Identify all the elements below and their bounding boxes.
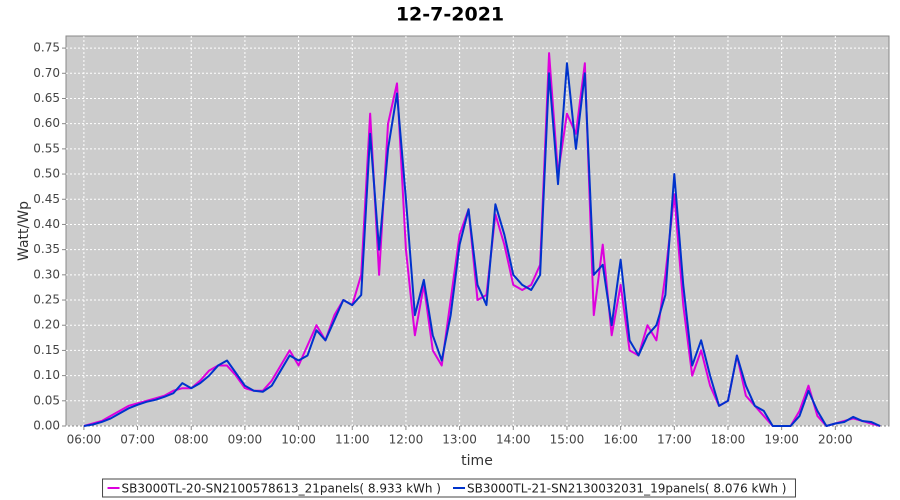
x-tick-label: 06:00: [67, 433, 102, 447]
x-tick-label: 11:00: [335, 433, 370, 447]
y-tick-label: 0.45: [33, 192, 60, 206]
x-tick-label: 14:00: [496, 433, 531, 447]
x-tick-label: 12:00: [389, 433, 424, 447]
y-tick-label: 0.25: [33, 293, 60, 307]
chart-title: 12-7-2021: [396, 4, 504, 26]
x-axis-label: time: [461, 453, 493, 469]
x-tick-label: 18:00: [711, 433, 746, 447]
y-tick-label: 0.40: [33, 217, 60, 231]
y-tick-label: 0.35: [33, 242, 60, 256]
y-tick-label: 0.20: [33, 318, 60, 332]
x-tick-label: 19:00: [764, 433, 799, 447]
y-tick-label: 0.65: [33, 91, 60, 105]
y-tick-label: 0.55: [33, 141, 60, 155]
x-tick-label: 17:00: [657, 433, 692, 447]
series-line: [83, 62, 881, 427]
legend-label: SB3000TL-21-SN2130032031_19panels( 8.076…: [467, 482, 786, 496]
x-tick-label: 09:00: [228, 433, 263, 447]
x-tick-label: 08:00: [174, 433, 209, 447]
x-tick-label: 13:00: [442, 433, 477, 447]
y-axis-label: Watt/Wp: [16, 201, 32, 261]
legend: SB3000TL-20-SN2100578613_21panels( 8.933…: [102, 478, 796, 498]
x-tick-label: 16:00: [603, 433, 638, 447]
y-tick-label: 0.05: [33, 393, 60, 407]
y-tick-label: 0.70: [33, 66, 60, 80]
y-tick-label: 0.50: [33, 167, 60, 181]
plot-area: [65, 35, 890, 427]
y-tick-label: 0.10: [33, 368, 60, 382]
y-tick-label: 0.30: [33, 267, 60, 281]
x-tick-label: 15:00: [550, 433, 585, 447]
x-tick-label: 07:00: [120, 433, 155, 447]
y-tick-label: 0.00: [33, 419, 60, 433]
y-tick-label: 0.75: [33, 41, 60, 55]
legend-label: SB3000TL-20-SN2100578613_21panels( 8.933…: [122, 482, 441, 496]
legend-box: [102, 478, 796, 498]
x-tick-label: 20:00: [818, 433, 853, 447]
y-tick-label: 0.60: [33, 116, 60, 130]
y-tick-label: 0.15: [33, 343, 60, 357]
x-tick-label: 10:00: [281, 433, 316, 447]
